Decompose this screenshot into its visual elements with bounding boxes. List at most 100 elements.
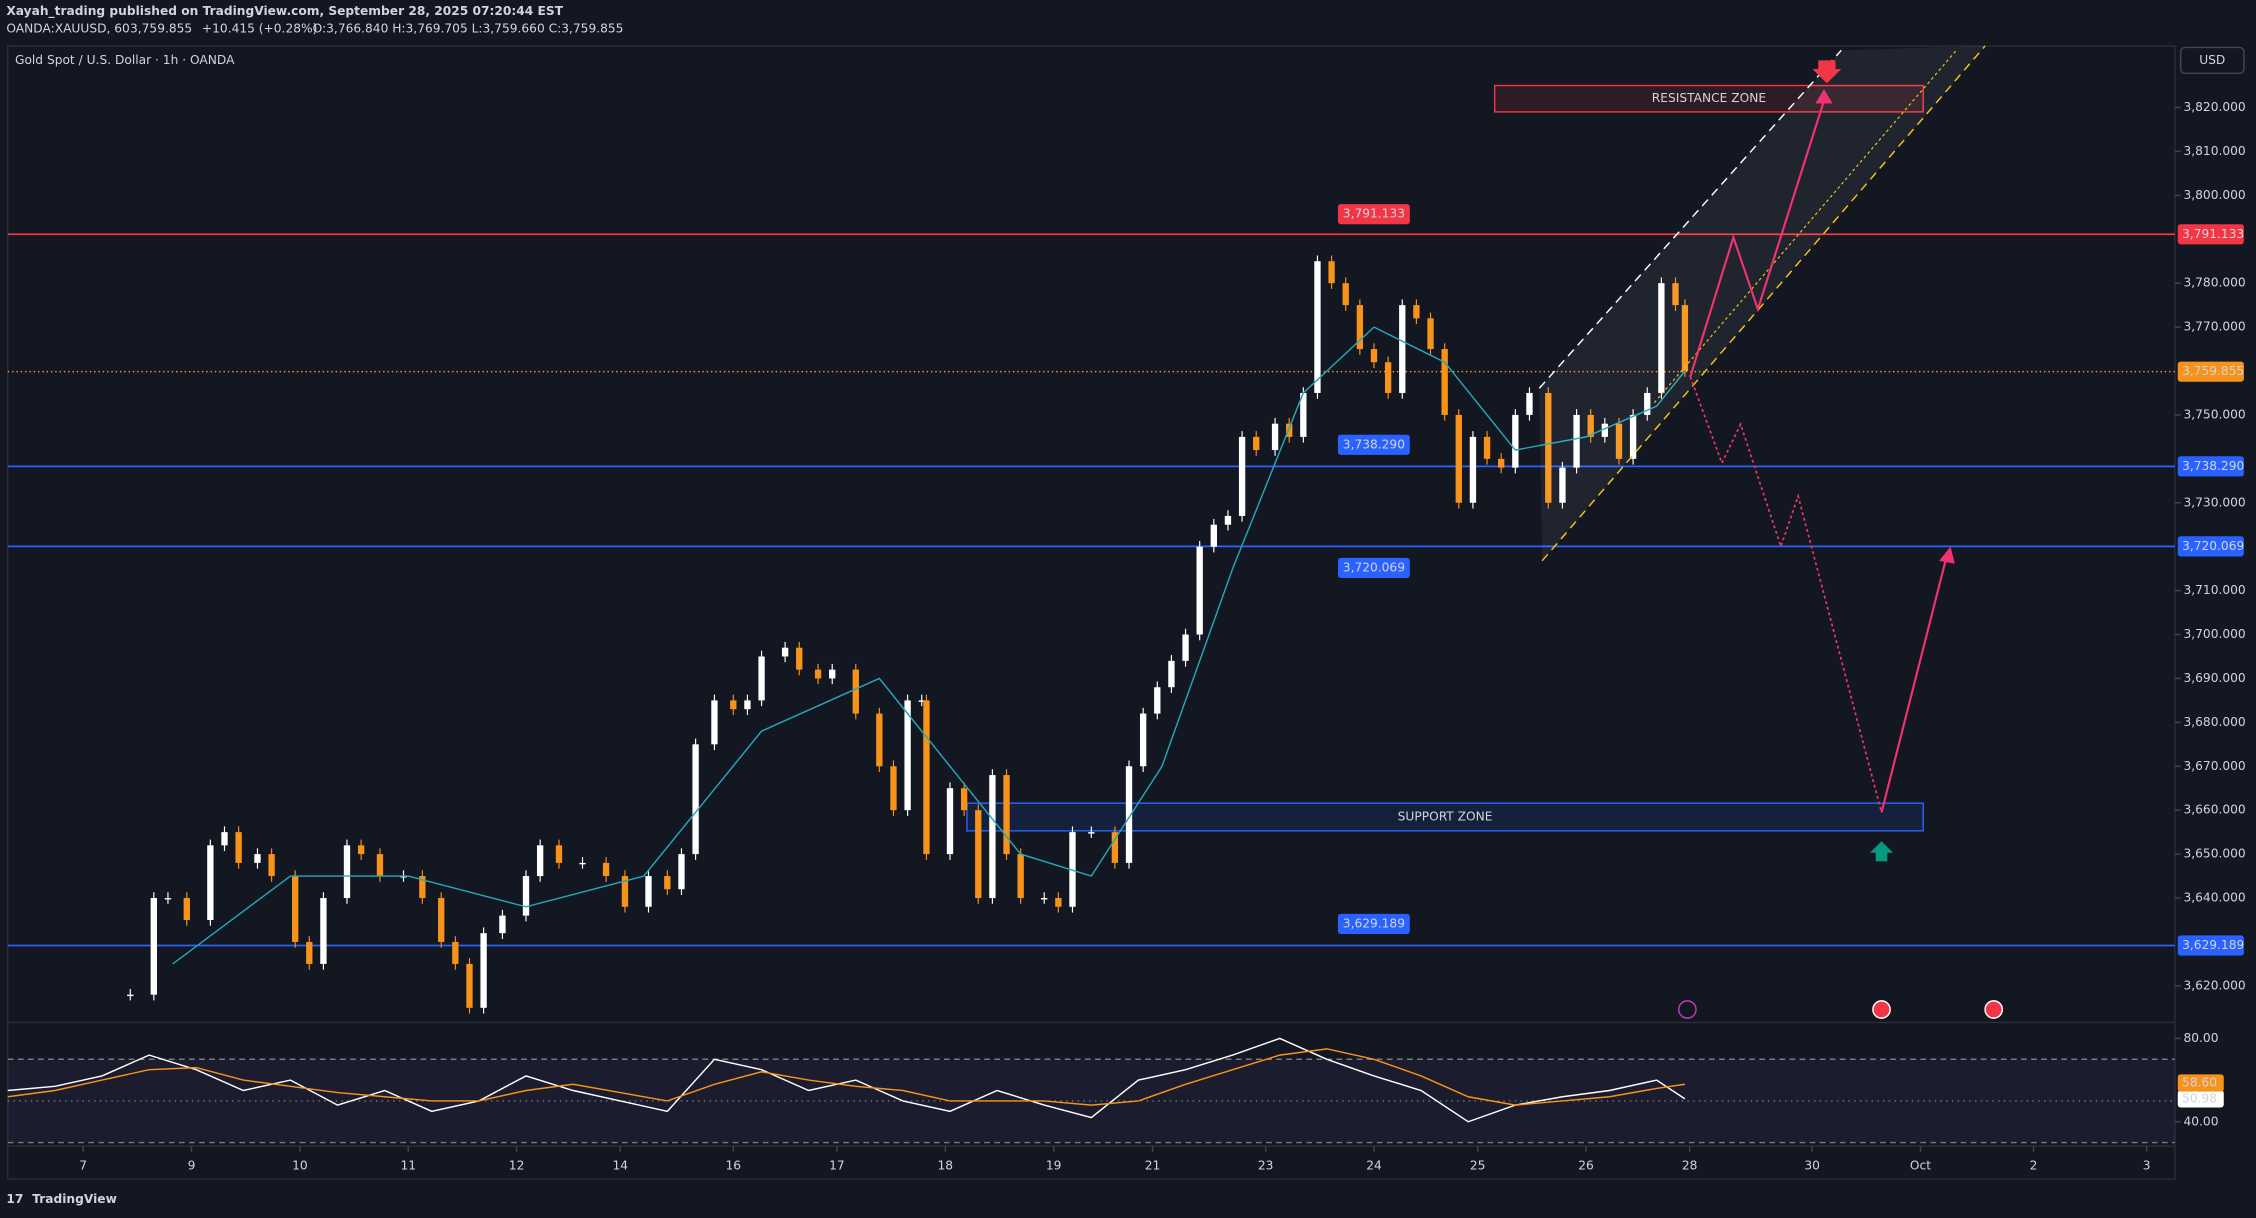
candle-body xyxy=(1427,318,1434,350)
level-tag-label: 3,738.290 xyxy=(1343,437,1405,451)
candle-body xyxy=(1413,305,1420,319)
candle-body xyxy=(555,845,563,863)
candle-body xyxy=(989,775,996,899)
candle-body xyxy=(796,647,803,670)
candle-body xyxy=(254,854,261,863)
zone xyxy=(1493,84,1924,113)
candle-body xyxy=(1441,349,1448,415)
currency-box[interactable] xyxy=(2179,46,2245,75)
level-tag-label: 3,791.133 xyxy=(1343,207,1405,221)
candle-body xyxy=(1587,414,1594,437)
candle-body xyxy=(1644,392,1651,415)
candle-body xyxy=(357,845,365,855)
candle-body xyxy=(711,700,718,745)
candle-body xyxy=(1168,660,1175,688)
candle-body xyxy=(1182,634,1189,661)
candle-body xyxy=(164,898,172,900)
candle-body xyxy=(852,669,859,714)
candle-body xyxy=(1559,467,1566,503)
candle-body xyxy=(1125,766,1133,863)
candle-body xyxy=(946,788,954,855)
candle-body xyxy=(306,941,313,964)
axis-tag-label: 58.60 xyxy=(2182,1076,2217,1090)
candle-body xyxy=(1224,515,1232,525)
event-icon[interactable] xyxy=(1872,1000,1891,1019)
x-tick-label: 2 xyxy=(2030,1159,2038,1173)
up-arrow xyxy=(1870,841,1894,862)
drawings xyxy=(1538,45,2004,1019)
y-tick-label: 3,700.000 xyxy=(2184,627,2246,641)
x-tick-label: 12 xyxy=(509,1159,525,1173)
candle-body xyxy=(975,810,982,899)
candle-body xyxy=(499,915,506,934)
level-tag xyxy=(1337,204,1410,225)
candle-body xyxy=(1526,392,1533,415)
down-arrow xyxy=(1812,60,1842,84)
rsi-band xyxy=(7,1059,2175,1143)
x-tick-label: 25 xyxy=(1470,1159,1486,1173)
ohlc: O:3,766.840 H:3,769.705 L:3,759.660 C:3,… xyxy=(313,21,624,35)
level-tag xyxy=(1337,913,1410,934)
candle-body xyxy=(268,854,275,877)
y-tick-label: 3,620.000 xyxy=(2184,978,2246,992)
candle-body xyxy=(781,647,789,657)
zone-label: RESISTANCE ZONE xyxy=(1652,91,1766,105)
x-tick-label: 28 xyxy=(1682,1159,1698,1173)
y-tick-label: 3,710.000 xyxy=(2184,583,2246,597)
candle-body xyxy=(235,832,242,863)
channel-upper xyxy=(1538,49,1842,389)
y-tick-label: 3,640.000 xyxy=(2184,891,2246,905)
currency[interactable]: USD xyxy=(2199,53,2225,67)
y-tick-label: 3,750.000 xyxy=(2184,407,2246,421)
channel-lower xyxy=(1541,45,1986,562)
axis-tag xyxy=(2177,1074,2224,1092)
candle-body xyxy=(1314,261,1321,393)
bull-path xyxy=(1689,100,1826,378)
axis-tag xyxy=(2177,536,2244,557)
candle-body xyxy=(536,845,544,877)
x-tick-label: 9 xyxy=(188,1159,196,1173)
event-icon[interactable] xyxy=(1678,1000,1697,1019)
candle-body xyxy=(1271,423,1279,451)
candle-body xyxy=(1658,283,1665,393)
axis-tag-label: 3,629.189 xyxy=(2182,938,2244,952)
candle-body xyxy=(1286,423,1293,437)
candle-body xyxy=(758,656,765,701)
candle-body xyxy=(419,876,426,899)
y-tick-label: 3,660.000 xyxy=(2184,803,2246,817)
x-tick-label: 3 xyxy=(2143,1159,2151,1173)
candle-body xyxy=(1601,423,1609,437)
axis-tag-label: 3,720.069 xyxy=(2182,539,2244,553)
candle-body xyxy=(1545,392,1552,503)
candle-body xyxy=(466,963,473,1008)
zone-label: SUPPORT ZONE xyxy=(1398,809,1493,823)
axis-tag-label: 50.98 xyxy=(2182,1091,2217,1105)
rsi-line xyxy=(7,1048,1686,1106)
candle-body xyxy=(744,700,751,710)
candle-body xyxy=(183,898,190,920)
x-tick-label: 17 xyxy=(829,1159,845,1173)
rsi-line xyxy=(7,1037,1686,1123)
rebound-path xyxy=(1880,557,1948,813)
x-tick-label: 30 xyxy=(1804,1159,1820,1173)
candle-body xyxy=(1681,305,1689,372)
y-tick-label: 3,690.000 xyxy=(2184,671,2246,685)
event-icon[interactable] xyxy=(1984,1000,2004,1019)
axis-tag xyxy=(2177,361,2244,382)
candle-body xyxy=(829,669,836,679)
candle-body xyxy=(1399,305,1406,393)
candle-body xyxy=(923,700,930,855)
axis-tag xyxy=(2177,935,2244,956)
x-tick-label: 18 xyxy=(938,1159,954,1173)
candle-body xyxy=(291,876,299,942)
candle-body xyxy=(1455,414,1462,503)
x-tick-label: 11 xyxy=(400,1159,416,1173)
candle-body xyxy=(1356,305,1364,350)
candle-body xyxy=(1210,524,1217,547)
candle-body xyxy=(876,713,883,767)
candle-body xyxy=(1672,283,1679,306)
y-tick-label: 3,650.000 xyxy=(2184,847,2246,861)
x-tick-label: 14 xyxy=(612,1159,628,1173)
